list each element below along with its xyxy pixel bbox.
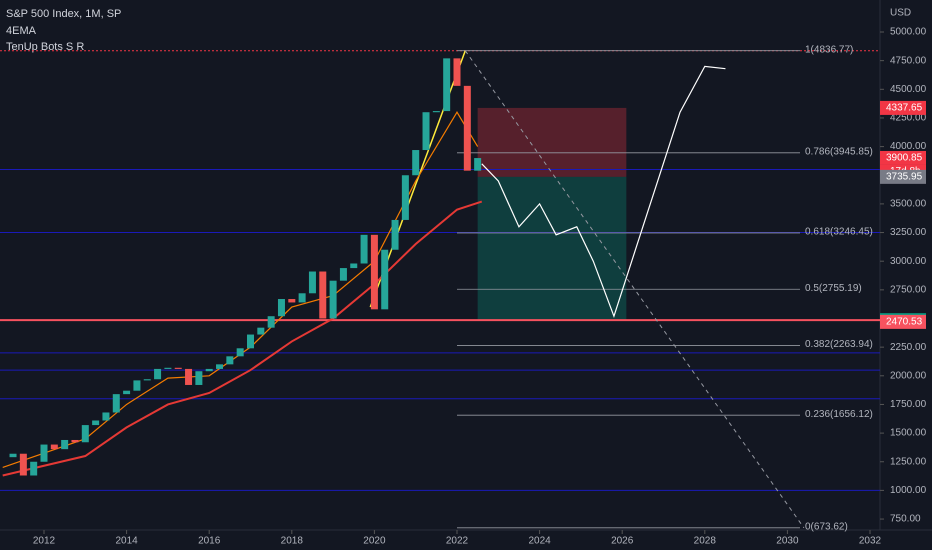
x-tick-label: 2016 [198, 536, 221, 547]
fib-label: 0.382(2263.94) [805, 339, 873, 350]
y-tick-label: 1250.00 [890, 456, 927, 467]
candle [247, 334, 254, 349]
y-tick-label: 2250.00 [890, 342, 927, 353]
line-series [2, 200, 483, 477]
candle [40, 444, 48, 462]
price-tag-label: 3900.85 [886, 153, 923, 164]
line-series [481, 65, 726, 319]
candle [102, 412, 110, 421]
candle [432, 111, 440, 113]
x-tick-label: 2032 [859, 536, 882, 547]
y-tick-label: 4500.00 [890, 84, 927, 95]
y-tick-label: 1000.00 [890, 485, 927, 496]
candle [30, 461, 38, 476]
fib-label: 0.5(2755.19) [805, 283, 862, 294]
candle [319, 271, 327, 319]
y-tick-label: 2750.00 [890, 284, 927, 295]
y-tick-label: 5000.00 [890, 27, 927, 38]
price-tag [880, 314, 926, 329]
candle [381, 249, 389, 310]
candle [308, 271, 316, 294]
fib-label: 0(673.62) [805, 521, 848, 532]
candle [474, 158, 482, 171]
reward-zone [477, 176, 627, 321]
price-tag-label: 2470.53 [886, 317, 923, 328]
y-tick-label: 3000.00 [890, 256, 927, 267]
candle [71, 439, 79, 443]
y-tick-label: 4250.00 [890, 113, 927, 124]
y-tick-label: 2000.00 [890, 370, 927, 381]
candle [185, 368, 193, 385]
price-tag [880, 169, 926, 184]
candle [236, 348, 244, 357]
candle [329, 280, 337, 319]
y-tick-label: 3500.00 [890, 199, 927, 210]
candle [391, 219, 399, 250]
symbol-title[interactable]: S&P 500 Index, 1M, SP [6, 8, 121, 20]
candle [339, 268, 347, 281]
x-tick-label: 2020 [363, 536, 386, 547]
y-tick-label: 1500.00 [890, 428, 927, 439]
candle [61, 439, 69, 450]
candle [370, 234, 378, 310]
x-tick-label: 2024 [528, 536, 551, 547]
candle [422, 112, 430, 151]
x-tick-label: 2012 [33, 536, 56, 547]
candle [154, 368, 162, 380]
candle [81, 425, 89, 443]
candle [50, 444, 58, 450]
candle [350, 263, 358, 269]
candle [277, 299, 285, 317]
currency-label: USD [890, 8, 911, 19]
x-tick-label: 2014 [115, 536, 138, 547]
candle [267, 316, 275, 328]
y-tick-label: 4750.00 [890, 55, 927, 66]
y-tick-label: 1750.00 [890, 399, 927, 410]
candle [133, 380, 141, 391]
candle [164, 367, 172, 369]
candle [298, 293, 306, 303]
x-tick-label: 2028 [694, 536, 717, 547]
candle [205, 368, 213, 372]
candle [143, 379, 151, 381]
fib-label: 0.618(3246.45) [805, 227, 873, 238]
y-tick-label: 4000.00 [890, 141, 927, 152]
candle [19, 453, 27, 476]
candle [92, 420, 100, 426]
indicator-label[interactable]: TenUp Bots S R [6, 41, 84, 53]
fib-label: 1(4836.77) [805, 44, 853, 55]
projection-dashed [464, 50, 805, 529]
risk-zone [477, 107, 627, 177]
candle [288, 299, 296, 303]
x-tick-label: 2026 [611, 536, 634, 547]
price-tag [880, 150, 926, 165]
candle [9, 453, 17, 458]
candle [112, 394, 120, 413]
fib-label: 0.786(3945.85) [805, 146, 873, 157]
candle [216, 364, 224, 369]
candle [360, 234, 368, 264]
indicator-label[interactable]: 4EMA [6, 25, 37, 37]
x-tick-label: 2030 [776, 536, 799, 547]
candle [174, 367, 182, 369]
candle [195, 371, 203, 385]
x-tick-label: 2018 [281, 536, 304, 547]
candle [401, 175, 409, 220]
candle [123, 390, 131, 395]
candle [453, 58, 461, 86]
price-tag-label: 3735.95 [886, 172, 923, 183]
candle [257, 327, 265, 335]
y-tick-label: 750.00 [890, 514, 921, 525]
candle [226, 356, 234, 365]
candle [412, 150, 420, 176]
candle [443, 58, 451, 112]
candle [463, 85, 471, 171]
price-tag-label: 4337.65 [886, 103, 923, 114]
fib-label: 0.236(1656.12) [805, 409, 873, 420]
price-tag [880, 100, 926, 115]
y-tick-label: 3250.00 [890, 227, 927, 238]
x-tick-label: 2022 [446, 536, 469, 547]
